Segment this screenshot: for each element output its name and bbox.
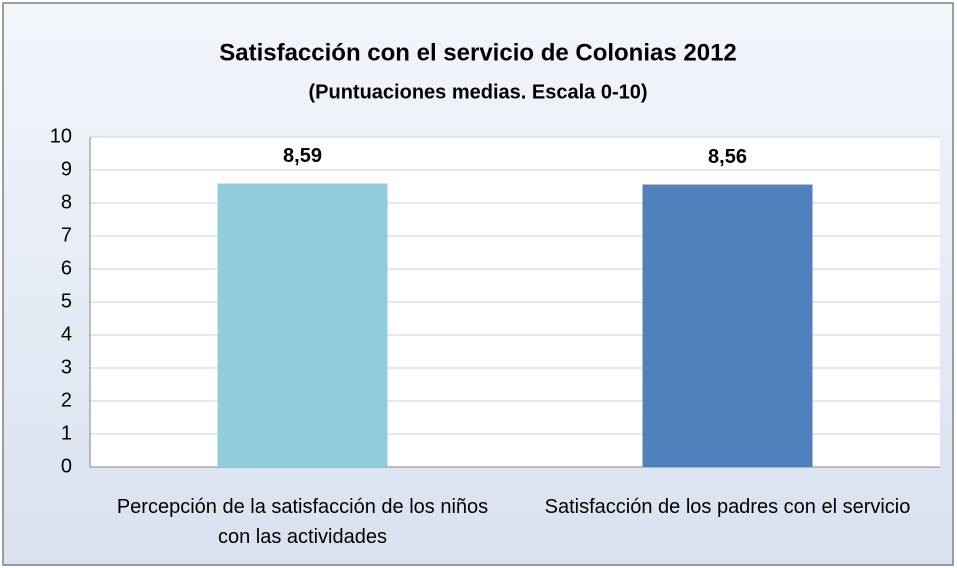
- x-tick-label: Satisfacción de los padres con el servic…: [544, 496, 911, 518]
- y-tick-label: 5: [61, 290, 72, 312]
- y-tick-label: 1: [61, 422, 72, 444]
- y-tick-label: 0: [61, 455, 72, 477]
- y-tick-label: 6: [61, 257, 72, 279]
- x-tick-label: Percepción de la satisfacción de los niñ…: [116, 496, 489, 548]
- bar: [217, 183, 388, 467]
- bar: [642, 184, 813, 467]
- chart-subtitle: (Puntuaciones medias. Escala 0-10): [308, 81, 647, 103]
- y-tick-label: 3: [61, 356, 72, 378]
- value-label: 8,59: [283, 145, 322, 167]
- value-label: 8,56: [708, 146, 747, 168]
- y-tick-label: 8: [61, 191, 72, 213]
- y-tick-label: 9: [61, 158, 72, 180]
- y-tick-label: 4: [61, 323, 72, 345]
- chart-title: Satisfacción con el servicio de Colonias…: [219, 39, 737, 66]
- y-tick-label: 10: [50, 125, 72, 147]
- y-tick-label: 2: [61, 389, 72, 411]
- y-tick-label: 7: [61, 224, 72, 246]
